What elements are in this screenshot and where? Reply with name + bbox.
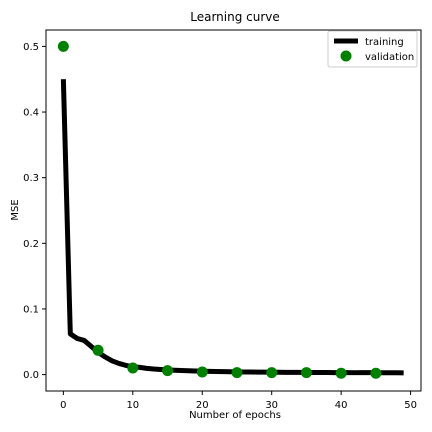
validation-point [127, 362, 139, 374]
validation-point [57, 40, 69, 52]
y-tick-label: 0.4 [23, 108, 39, 119]
x-tick-label: 0 [60, 400, 66, 411]
legend-training-label: training [365, 37, 404, 48]
y-tick-label: 0.5 [23, 42, 39, 53]
validation-point [266, 367, 278, 379]
chart-title: Learning curve [190, 10, 280, 24]
legend-validation-marker [340, 50, 352, 62]
x-tick-label: 40 [335, 400, 348, 411]
axes: 0 10 20 30 40 50 0.0 0.1 0.2 0.3 0.4 0.5 [23, 42, 417, 411]
y-tick-label: 0.3 [23, 173, 39, 184]
y-tick-label: 0.0 [23, 370, 39, 381]
x-tick-label: 10 [126, 400, 139, 411]
x-tick-label: 30 [265, 400, 278, 411]
validation-point [335, 367, 347, 379]
validation-point [370, 367, 382, 379]
plot-series [57, 40, 404, 379]
legend: training validation [327, 30, 418, 68]
validation-point [196, 366, 208, 378]
validation-point [92, 344, 104, 356]
validation-point [300, 367, 312, 379]
validation-point [231, 367, 243, 379]
x-axis-label: Number of epochs [189, 410, 281, 421]
y-axis-label: MSE [10, 199, 21, 220]
x-tick-label: 50 [404, 400, 417, 411]
plot-frame [45, 29, 422, 392]
x-tick-label: 20 [196, 400, 209, 411]
y-tick-label: 0.2 [23, 239, 39, 250]
y-tick-label: 0.1 [23, 304, 39, 315]
legend-validation-label: validation [365, 52, 414, 63]
validation-point [162, 365, 174, 377]
